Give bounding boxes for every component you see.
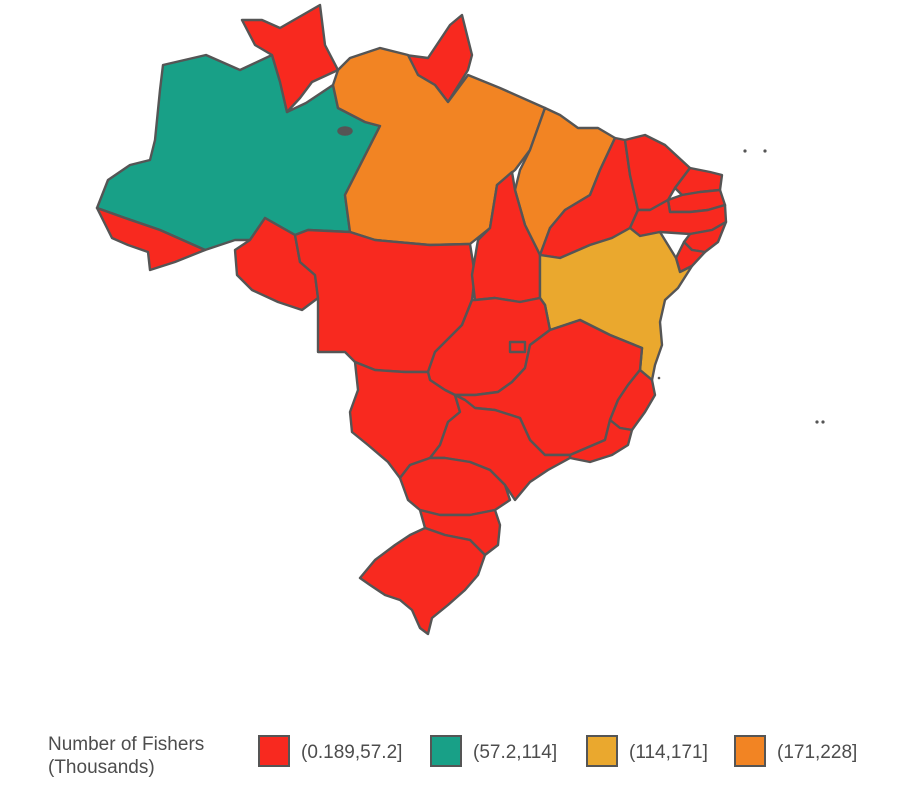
legend-title: Number of Fishers (Thousands) bbox=[48, 734, 205, 778]
legend-swatch bbox=[586, 735, 618, 767]
islet-3 bbox=[815, 420, 819, 424]
legend-label: (0.189,57.2] bbox=[301, 742, 403, 763]
legend-label: (57.2,114] bbox=[473, 742, 558, 763]
state-sao-paulo bbox=[428, 393, 572, 502]
legend-label: (171,228] bbox=[777, 742, 858, 763]
state-acre bbox=[95, 206, 207, 272]
state-ceara bbox=[623, 133, 692, 212]
state-rondonia bbox=[233, 216, 320, 312]
state-rio-grande-do-sul bbox=[358, 526, 487, 636]
state-roraima bbox=[240, 3, 340, 114]
islet-mouth-amazon bbox=[337, 126, 353, 136]
islet-2 bbox=[763, 149, 767, 153]
legend-swatch bbox=[430, 735, 462, 767]
brazil-state-map bbox=[95, 3, 825, 636]
legend-swatch bbox=[258, 735, 290, 767]
islet-5 bbox=[657, 376, 661, 380]
legend-label: (114,171] bbox=[629, 742, 708, 763]
state-distrito-federal bbox=[508, 340, 527, 354]
islet-4 bbox=[821, 420, 825, 424]
islet-1 bbox=[743, 149, 747, 153]
islands bbox=[337, 126, 825, 424]
legend-swatch bbox=[734, 735, 766, 767]
